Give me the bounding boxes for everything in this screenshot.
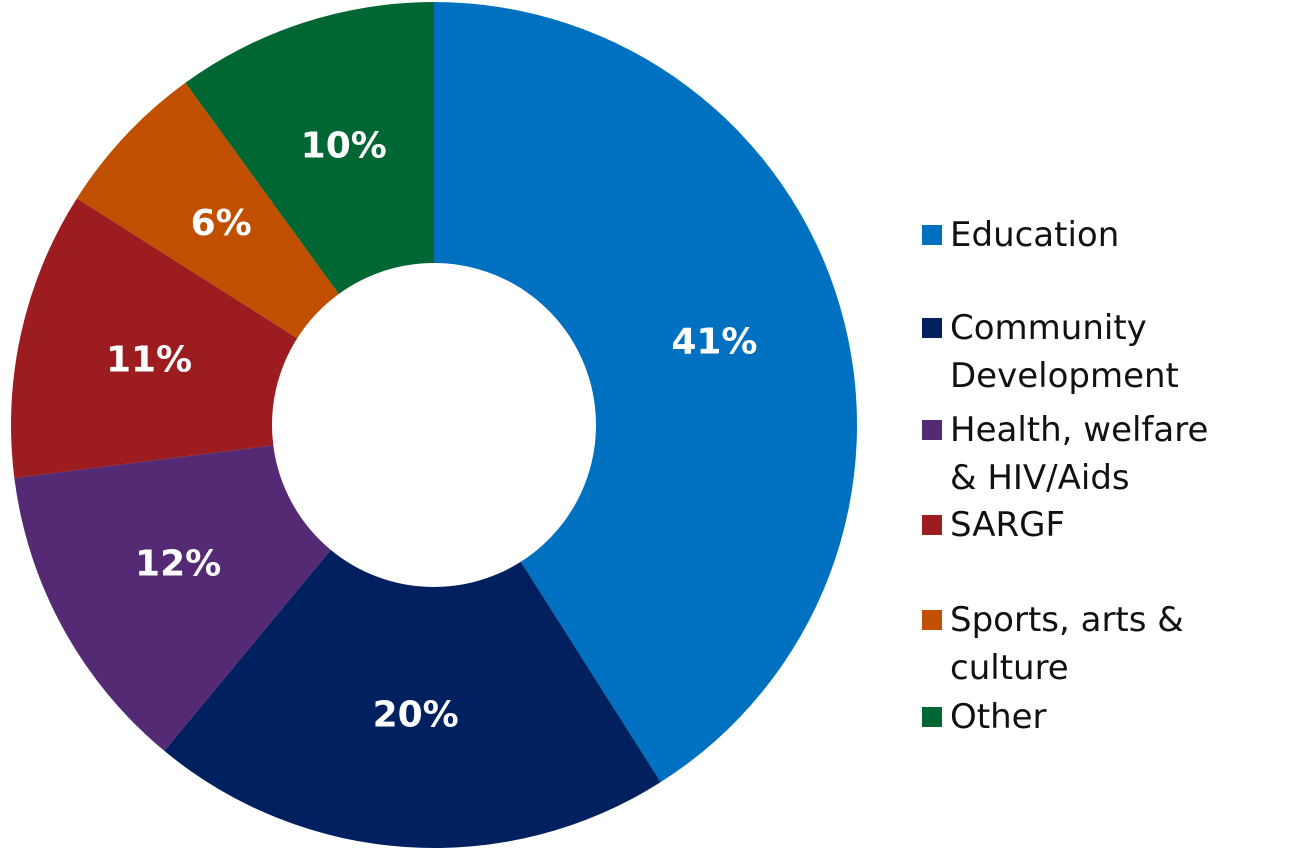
legend-label: Other	[950, 693, 1220, 741]
legend-label: Sports, arts & culture	[950, 596, 1220, 692]
data-label: 6%	[191, 203, 252, 244]
legend-label: Community Development	[950, 304, 1220, 400]
page: {"chart_data": {"type": "donut", "catego…	[0, 0, 1289, 849]
legend-swatch	[922, 515, 942, 535]
chart: 41% 20% 12% 11% 6% 10%	[0, 0, 900, 849]
legend-swatch	[922, 225, 942, 245]
legend-item: Education	[922, 211, 1282, 259]
legend-item: Health, welfare & HIV/Aids	[922, 406, 1282, 502]
legend-swatch	[922, 707, 942, 727]
legend-item: Community Development	[922, 304, 1282, 400]
data-label: 10%	[301, 125, 387, 166]
data-label: 11%	[106, 339, 192, 380]
legend-swatch	[922, 610, 942, 630]
legend-label: Education	[950, 211, 1220, 259]
legend-swatch	[922, 420, 942, 440]
data-label: 20%	[373, 694, 459, 735]
legend-item: SARGF	[922, 501, 1282, 549]
data-label: 12%	[135, 544, 221, 585]
legend-swatch	[922, 318, 942, 338]
legend-item: Sports, arts & culture	[922, 596, 1282, 692]
legend-item: Other	[922, 693, 1282, 741]
data-label: 41%	[671, 322, 757, 363]
legend-label: Health, welfare & HIV/Aids	[950, 406, 1220, 502]
legend-label: SARGF	[950, 501, 1220, 549]
